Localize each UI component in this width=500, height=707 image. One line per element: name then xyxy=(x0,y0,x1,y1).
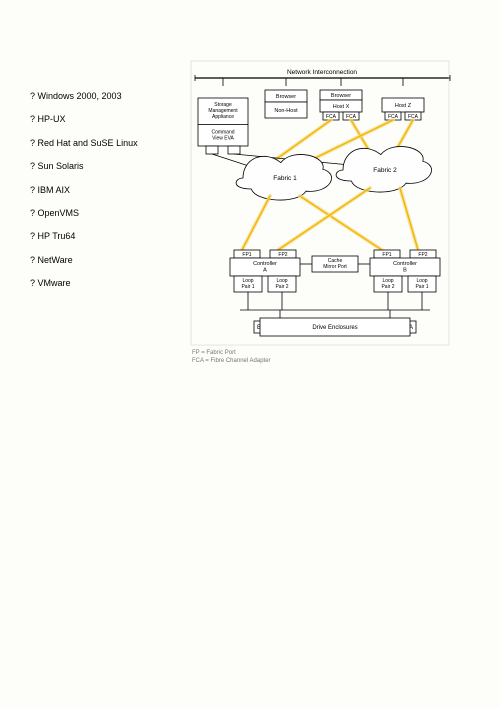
os-item: Sun Solaris xyxy=(30,155,138,178)
os-item: VMware xyxy=(30,272,138,295)
diagram-legend: FP = Fabric PortFCA = Fibre Channel Adap… xyxy=(192,350,271,366)
os-item: IBM AIX xyxy=(30,179,138,202)
svg-text:FP1: FP1 xyxy=(382,252,391,258)
legend-line: FP = Fabric Port xyxy=(192,350,271,358)
os-item: HP Tru64 xyxy=(30,225,138,248)
svg-text:Pair 1: Pair 1 xyxy=(415,284,428,290)
svg-text:Appliance: Appliance xyxy=(212,114,234,120)
svg-text:Host X: Host X xyxy=(333,104,350,110)
svg-text:Controller: Controller xyxy=(253,261,277,267)
storage-network-diagram: Network InterconnectionStorageManagement… xyxy=(190,60,490,370)
svg-text:Pair 1: Pair 1 xyxy=(241,284,254,290)
svg-text:Controller: Controller xyxy=(393,261,417,267)
svg-text:B: B xyxy=(403,268,407,274)
os-item: NetWare xyxy=(30,249,138,272)
svg-text:Fabric 2: Fabric 2 xyxy=(373,167,397,174)
legend-line: FCA = Fibre Channel Adapter xyxy=(192,358,271,366)
svg-text:Pair 2: Pair 2 xyxy=(275,284,288,290)
svg-text:Mirror Port: Mirror Port xyxy=(323,264,347,270)
svg-text:Fabric 1: Fabric 1 xyxy=(273,175,297,182)
svg-text:Drive Enclosures: Drive Enclosures xyxy=(312,325,357,331)
os-item: Windows 2000, 2003 xyxy=(30,85,138,108)
svg-text:Host Z: Host Z xyxy=(395,103,412,109)
svg-text:A: A xyxy=(263,268,267,274)
svg-text:Browser: Browser xyxy=(276,94,296,100)
svg-text:Network Interconnection: Network Interconnection xyxy=(287,69,357,76)
os-item: HP-UX xyxy=(30,108,138,131)
svg-text:Pair 2: Pair 2 xyxy=(381,284,394,290)
svg-text:Non-Host: Non-Host xyxy=(274,108,298,114)
os-list: Windows 2000, 2003HP-UXRed Hat and SuSE … xyxy=(30,85,138,296)
svg-text:FP1: FP1 xyxy=(242,252,251,258)
svg-text:Browser: Browser xyxy=(331,93,351,99)
os-item: Red Hat and SuSE Linux xyxy=(30,132,138,155)
svg-text:FP2: FP2 xyxy=(278,252,287,258)
os-item: OpenVMS xyxy=(30,202,138,225)
svg-text:FP2: FP2 xyxy=(418,252,427,258)
svg-text:View EVA: View EVA xyxy=(212,135,234,141)
